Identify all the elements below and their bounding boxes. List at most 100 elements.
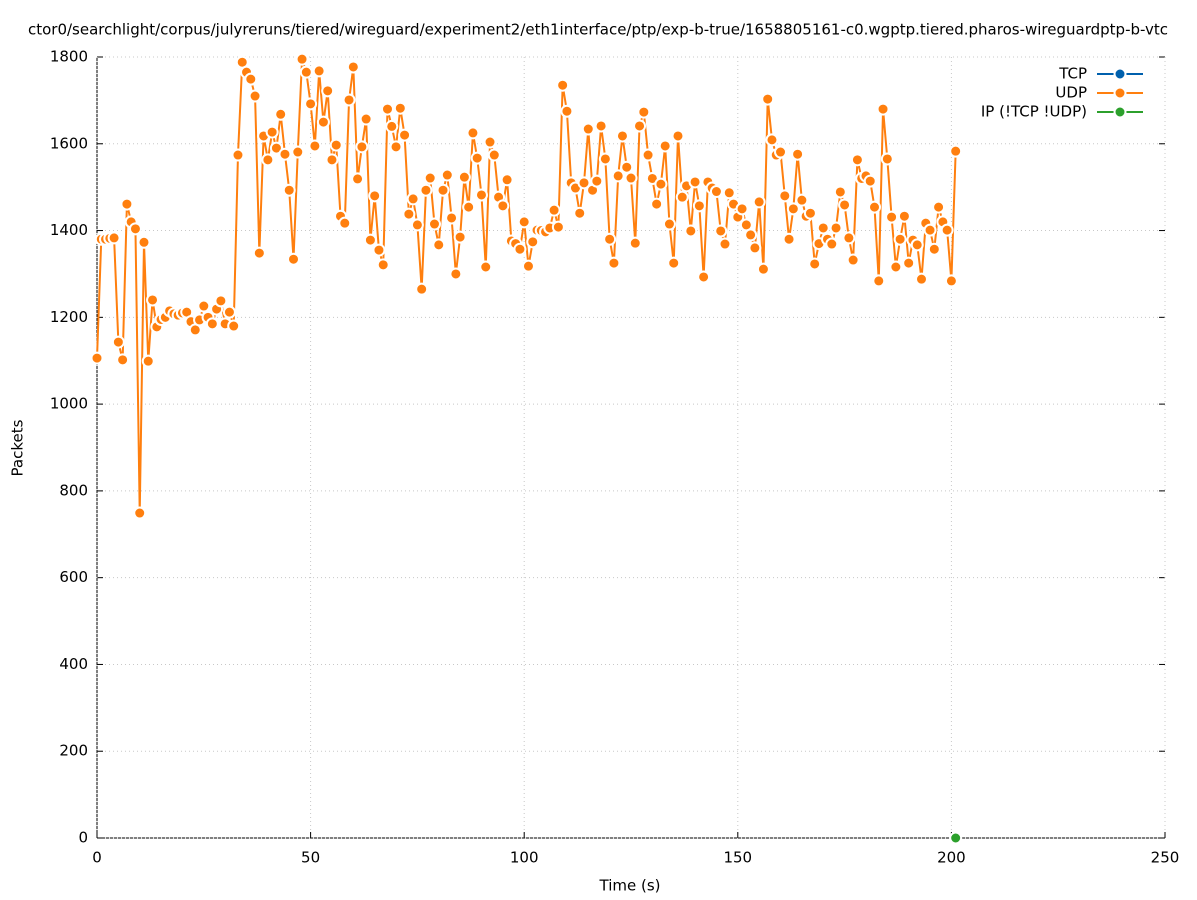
- data-point: [748, 241, 762, 255]
- data-point: [205, 317, 219, 331]
- data-point: [675, 190, 689, 204]
- data-point: [684, 224, 698, 238]
- data-point: [620, 160, 634, 174]
- x-tick-label: 0: [92, 849, 102, 867]
- data-point: [709, 185, 723, 199]
- y-tick-label: 0: [78, 829, 88, 847]
- data-point: [244, 72, 258, 86]
- data-point: [637, 105, 651, 119]
- data-point: [803, 206, 817, 220]
- data-point: [714, 224, 728, 238]
- data-point: [338, 216, 352, 230]
- data-point: [415, 282, 429, 296]
- data-point: [594, 119, 608, 133]
- data-point: [308, 139, 322, 153]
- data-point: [90, 351, 104, 365]
- x-tick-label: 50: [301, 849, 320, 867]
- data-point: [560, 104, 574, 118]
- data-point: [146, 293, 160, 307]
- data-point: [449, 267, 463, 281]
- data-point: [692, 199, 706, 213]
- data-point: [808, 257, 822, 271]
- data-point: [774, 145, 788, 159]
- data-point: [658, 139, 672, 153]
- data-point: [299, 65, 313, 79]
- data-point: [278, 147, 292, 161]
- data-point: [295, 52, 309, 66]
- data-point: [688, 175, 702, 189]
- data-point: [863, 174, 877, 188]
- data-point: [633, 119, 647, 133]
- data-point: [581, 122, 595, 136]
- data-point: [829, 221, 843, 235]
- data-point: [128, 222, 142, 236]
- data-point: [376, 258, 390, 272]
- data-point: [872, 274, 886, 288]
- data-point: [120, 197, 134, 211]
- data-point: [735, 202, 749, 216]
- data-point: [141, 354, 155, 368]
- data-point: [214, 294, 228, 308]
- data-point: [850, 153, 864, 167]
- data-point: [351, 172, 365, 186]
- data-point: [795, 193, 809, 207]
- data-point: [385, 119, 399, 133]
- data-point: [252, 246, 266, 260]
- series-line: [96, 58, 957, 514]
- data-point: [419, 183, 433, 197]
- y-tick-label: 600: [59, 568, 88, 586]
- data-point: [432, 238, 446, 252]
- data-point: [880, 152, 894, 166]
- data-point: [842, 231, 856, 245]
- x-tick-label: 250: [1151, 849, 1180, 867]
- data-point: [513, 242, 527, 256]
- data-point: [816, 221, 830, 235]
- data-point: [329, 138, 343, 152]
- data-point: [410, 218, 424, 232]
- data-point: [603, 232, 617, 246]
- data-point: [833, 185, 847, 199]
- data-point: [949, 831, 963, 845]
- data-point: [436, 183, 450, 197]
- data-point: [590, 174, 604, 188]
- data-point: [902, 256, 916, 270]
- data-point: [611, 169, 625, 183]
- y-tick-label: 200: [59, 742, 88, 760]
- data-point: [470, 151, 484, 165]
- data-point: [398, 128, 412, 142]
- data-point: [222, 305, 236, 319]
- y-tick-label: 400: [59, 655, 88, 673]
- data-point: [197, 299, 211, 313]
- data-point: [457, 170, 471, 184]
- data-point: [359, 112, 373, 126]
- data-point: [927, 242, 941, 256]
- data-point: [137, 235, 151, 249]
- data-point: [111, 335, 125, 349]
- data-point: [363, 233, 377, 247]
- data-point: [791, 147, 805, 161]
- data-point: [765, 133, 779, 147]
- data-point: [868, 200, 882, 214]
- data-point: [893, 232, 907, 246]
- data-point: [133, 506, 147, 520]
- data-point: [321, 84, 335, 98]
- chart-title: ctor0/searchlight/corpus/julyreruns/tier…: [28, 21, 1168, 39]
- data-point: [838, 198, 852, 212]
- data-point: [573, 206, 587, 220]
- data-point: [393, 101, 407, 115]
- data-point: [940, 223, 954, 237]
- legend-label: UDP: [1055, 84, 1087, 102]
- y-tick-label: 1600: [50, 134, 88, 152]
- data-point: [547, 203, 561, 217]
- data-point: [697, 270, 711, 284]
- data-point: [312, 64, 326, 78]
- data-point: [517, 215, 531, 229]
- data-point: [910, 238, 924, 252]
- data-point: [500, 173, 514, 187]
- y-tick-label: 800: [59, 481, 88, 499]
- data-point: [107, 231, 121, 245]
- data-point: [474, 188, 488, 202]
- data-point: [923, 223, 937, 237]
- data-point: [671, 129, 685, 143]
- data-point: [889, 260, 903, 274]
